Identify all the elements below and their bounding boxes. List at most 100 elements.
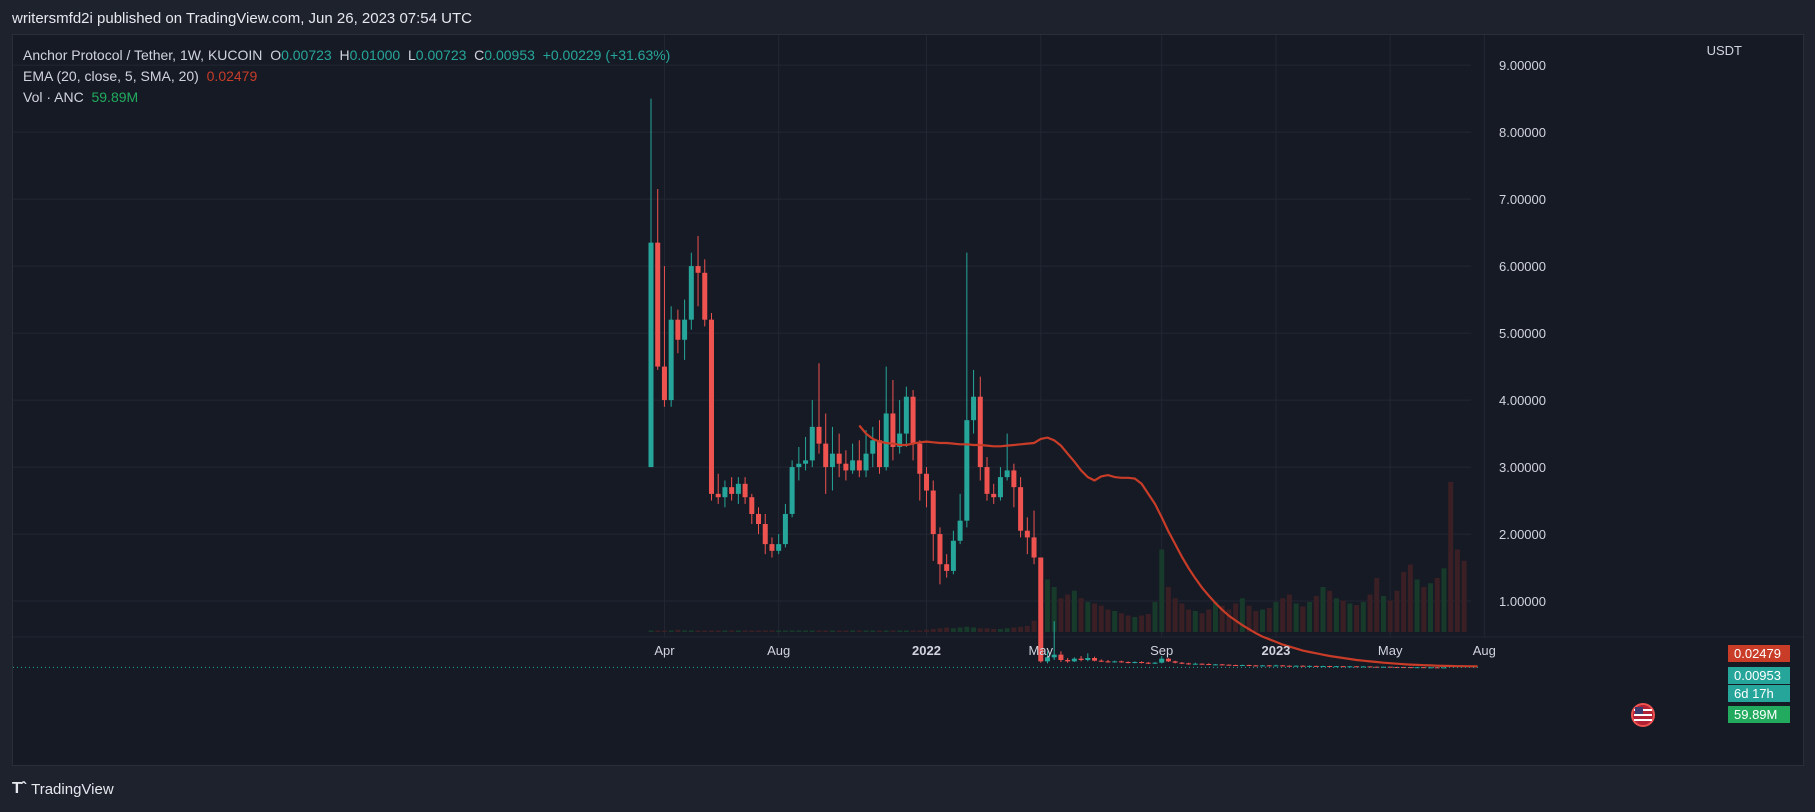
volume-bar: [762, 630, 768, 632]
candlesticks: [648, 98, 1447, 669]
x-axis-ticks: Apr Aug 2022 May Sep 2023 May Aug: [654, 643, 1496, 658]
candle-body: [776, 544, 782, 551]
candle-body: [964, 420, 970, 521]
candle-body: [1233, 665, 1239, 667]
candle-body: [1212, 664, 1218, 666]
candle-body: [950, 540, 956, 571]
volume-bar: [1454, 549, 1460, 632]
footer: Tˆ TradingView: [12, 780, 114, 798]
candle-body: [722, 487, 728, 498]
candle-body: [1112, 661, 1118, 663]
ema-price-badge: 0.02479: [1728, 645, 1790, 662]
volume-bar: [1004, 628, 1010, 632]
candle-body: [809, 426, 815, 461]
countdown-badge: 6d 17h: [1728, 685, 1790, 702]
volume-label[interactable]: Vol · ANC: [23, 89, 84, 105]
candle-body: [1387, 666, 1393, 668]
volume-bar: [1313, 596, 1319, 632]
volume-bar: [756, 630, 762, 632]
volume-bar: [1233, 603, 1239, 632]
volume-bar: [749, 630, 755, 632]
candle-body: [1354, 666, 1360, 668]
volume-bar: [1092, 603, 1098, 632]
x-tick-label: Apr: [654, 643, 675, 658]
volume-bar: [883, 630, 889, 632]
candle-body: [930, 490, 936, 535]
candle-body: [1401, 667, 1407, 669]
candle-body: [749, 497, 755, 514]
volume-bar: [1441, 568, 1447, 632]
volume-bar: [1280, 598, 1286, 632]
low-value: 0.00723: [415, 47, 467, 63]
candle-body: [1098, 660, 1104, 662]
candle-body: [1179, 662, 1185, 664]
candle-body: [756, 513, 762, 525]
candle-body: [1058, 654, 1064, 661]
volume-bar: [984, 628, 990, 632]
volume-bar: [1347, 603, 1353, 632]
y-axis-ticks: 9.00000 8.00000 7.00000 6.00000 5.00000 4.000…: [1499, 58, 1546, 609]
volume-bar: [964, 626, 970, 632]
volume-bar: [1058, 598, 1064, 632]
candle-body: [836, 453, 842, 464]
volume-bar: [1340, 600, 1346, 632]
high-value: 0.01000: [349, 47, 401, 63]
candle-body: [910, 396, 916, 444]
candle-body: [1394, 666, 1400, 668]
ema-label[interactable]: EMA (20, close, 5, SMA, 20): [23, 68, 199, 84]
y-tick-label: 3.00000: [1499, 460, 1546, 475]
volume-bar: [668, 630, 674, 632]
candle-body: [803, 460, 809, 464]
volume-bar: [1266, 608, 1272, 632]
tradingview-logo-icon[interactable]: Tˆ: [12, 780, 26, 797]
ema-legend-row[interactable]: EMA (20, close, 5, SMA, 20) 0.02479: [23, 66, 670, 87]
brand-name[interactable]: TradingView: [31, 780, 114, 798]
volume-bar: [715, 630, 721, 632]
volume-bar: [1307, 602, 1313, 632]
volume-bar: [1360, 602, 1366, 632]
candle-body: [876, 440, 882, 468]
volume-bar: [836, 630, 842, 632]
candle-body: [863, 453, 869, 471]
candle-body: [1219, 664, 1225, 666]
volume-bar: [1387, 600, 1393, 632]
volume-bar: [655, 630, 661, 632]
volume-bar: [1260, 609, 1266, 632]
symbol-legend-row[interactable]: Anchor Protocol / Tether, 1W, KUCOIN O0.…: [23, 45, 670, 66]
chart-panel[interactable]: Anchor Protocol / Tether, 1W, KUCOIN O0.…: [12, 34, 1804, 766]
candle-body: [1105, 661, 1111, 663]
low-label: L: [407, 47, 416, 63]
volume-bar: [991, 629, 997, 632]
x-tick-label: 2023: [1261, 643, 1290, 658]
candle-body: [856, 460, 862, 471]
candle-body: [769, 544, 775, 551]
candle-body: [1280, 665, 1286, 667]
candle-body: [1340, 666, 1346, 668]
candle-body: [789, 467, 795, 514]
candle-body: [1380, 666, 1386, 668]
volume-bar: [829, 630, 835, 632]
symbol-title[interactable]: Anchor Protocol / Tether, 1W, KUCOIN: [23, 47, 263, 63]
flag-icon[interactable]: [1631, 703, 1655, 727]
y-tick-label: 9.00000: [1499, 58, 1546, 73]
volume-bar: [971, 627, 977, 632]
volume-bar: [1024, 626, 1030, 632]
candle-body: [843, 463, 849, 471]
candle-body: [708, 319, 714, 494]
volume-bars: [648, 482, 1467, 632]
candle-body: [1260, 665, 1266, 667]
candle-body: [1024, 530, 1030, 538]
y-tick-label: 7.00000: [1499, 192, 1546, 207]
x-tick-label: Sep: [1150, 643, 1173, 658]
volume-legend-row[interactable]: Vol · ANC 59.89M: [23, 87, 670, 108]
price-chart-svg[interactable]: 9.00000 8.00000 7.00000 6.00000 5.00000 4.000…: [13, 35, 1804, 766]
candle-body: [971, 396, 977, 421]
volume-bar: [1401, 572, 1407, 632]
volume-bar: [688, 630, 694, 632]
candle-body: [1253, 665, 1259, 667]
candle-body: [1273, 665, 1279, 667]
volume-bar: [661, 630, 667, 632]
volume-bar: [1152, 602, 1158, 632]
volume-bar: [1011, 627, 1017, 632]
volume-badge: 59.89M: [1728, 706, 1790, 723]
